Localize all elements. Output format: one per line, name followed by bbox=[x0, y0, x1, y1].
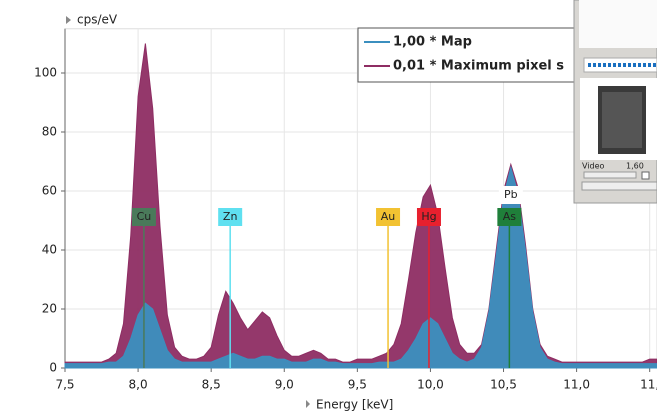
checkbox[interactable] bbox=[641, 171, 650, 180]
x-tick-label: 8,0 bbox=[129, 378, 148, 392]
overlay-panel: Video 1,60 bbox=[573, 0, 657, 204]
axis-arrow bbox=[66, 16, 71, 24]
panel-value: 1,60 bbox=[626, 162, 644, 171]
legend-box bbox=[357, 27, 589, 83]
y-axis-label: cps/eV bbox=[77, 13, 118, 27]
y-tick-label: 0 bbox=[49, 361, 57, 375]
marker-label: Pb bbox=[504, 188, 518, 201]
marker-label-box bbox=[416, 208, 441, 226]
y-tick-label: 40 bbox=[42, 243, 57, 257]
marker-label-box bbox=[498, 186, 523, 204]
marker-label: Hg bbox=[421, 210, 436, 223]
legend: 1,00 * Map 0,01 * Maximum pixel s bbox=[357, 27, 589, 83]
marker-label-box bbox=[218, 208, 243, 226]
axis-arrow bbox=[306, 400, 310, 408]
x-tick-label: 9,5 bbox=[348, 378, 367, 392]
x-tick-label: 9,0 bbox=[275, 378, 294, 392]
x-tick-label: 11,0 bbox=[563, 378, 590, 392]
marker-label-box bbox=[497, 208, 522, 226]
y-tick-label: 100 bbox=[34, 66, 57, 80]
y-tick-label: 20 bbox=[42, 302, 57, 316]
slider[interactable] bbox=[583, 171, 637, 179]
x-tick-label: 7,5 bbox=[55, 378, 74, 392]
x-tick-label: 8,5 bbox=[202, 378, 221, 392]
thumbnail-detail bbox=[602, 92, 642, 148]
legend-label: 0,01 * Maximum pixel s bbox=[393, 59, 564, 74]
marker-label: Au bbox=[381, 210, 396, 223]
plot: 0 20 40 60 80 100 7,5 8,0 8,5 9,0 9,5 10,0 10,5 11,0 1… bbox=[34, 28, 657, 392]
y-tick-label: 60 bbox=[42, 184, 57, 198]
x-tick-label: 10,5 bbox=[490, 378, 517, 392]
legend-label: 1,00 * Map bbox=[393, 35, 472, 50]
x-tick-label: 11, bbox=[640, 378, 657, 392]
panel-area bbox=[579, 0, 657, 48]
x-axis-label: Energy [keV] bbox=[316, 398, 393, 412]
marker-label-box bbox=[376, 208, 401, 226]
marker-label-box bbox=[131, 208, 156, 226]
marker-label: As bbox=[503, 210, 517, 223]
scrollbar[interactable] bbox=[581, 181, 657, 191]
marker-label: Cu bbox=[137, 210, 152, 223]
marker-label: Zn bbox=[223, 210, 238, 223]
panel-label: Video bbox=[582, 162, 605, 171]
x-tick-label: 10,0 bbox=[417, 378, 444, 392]
y-tick-label: 80 bbox=[42, 125, 57, 139]
